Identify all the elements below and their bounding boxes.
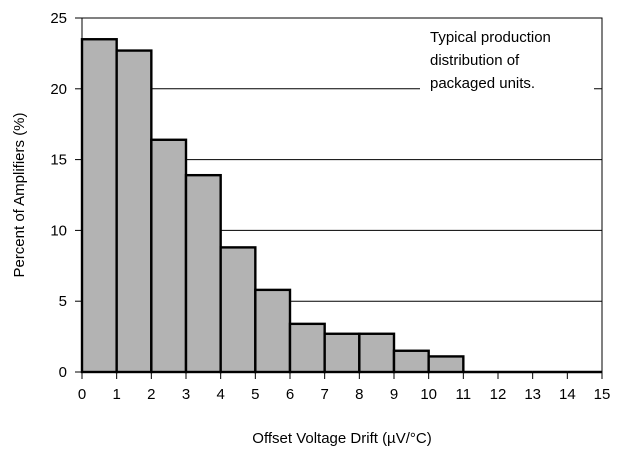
y-tick-label-0: 0 — [59, 364, 67, 381]
y-axis-ticks: 0 5 10 15 20 25 — [50, 10, 82, 381]
annotation-line-1: distribution of — [430, 52, 520, 69]
x-tick-label-10: 10 — [420, 386, 437, 403]
x-tick-label-12: 12 — [490, 386, 507, 403]
bar-8-9 — [358, 332, 396, 374]
x-tick-label-8: 8 — [355, 386, 363, 403]
x-tick-label-1: 1 — [112, 386, 120, 403]
y-tick-label-25: 25 — [50, 10, 67, 27]
bar-1-2 — [115, 49, 153, 374]
y-axis-label: Percent of Amplifiers (%) — [11, 112, 28, 277]
x-tick-label-11: 11 — [456, 386, 472, 403]
x-tick-label-14: 14 — [559, 386, 576, 403]
bar-3-4 — [184, 173, 222, 374]
bar-2-3 — [150, 138, 188, 374]
bar-0-1 — [80, 38, 118, 374]
x-tick-label-5: 5 — [251, 386, 259, 403]
bar-6-7 — [288, 322, 326, 374]
x-tick-label-15: 15 — [594, 386, 611, 403]
x-tick-label-6: 6 — [286, 386, 294, 403]
y-tick-label-20: 20 — [50, 81, 67, 98]
plot-frame — [81, 17, 603, 373]
x-tick-label-4: 4 — [216, 386, 224, 403]
y-tick-label-10: 10 — [50, 222, 67, 239]
x-axis-ticks: 0 1 2 3 4 5 6 7 8 9 10 11 12 13 14 15 — [78, 372, 611, 403]
x-tick-label-0: 0 — [78, 386, 86, 403]
bar-10-11 — [427, 355, 465, 374]
annotation-text: Typical production distribution of package… — [430, 29, 551, 92]
bar-5-6 — [254, 288, 292, 374]
annotation-line-2: packaged units. — [430, 75, 535, 92]
x-tick-label-9: 9 — [390, 386, 398, 403]
bar-7-8 — [323, 332, 361, 374]
y-tick-label-15: 15 — [50, 152, 67, 169]
annotation-line-0: Typical production — [430, 29, 551, 46]
x-tick-label-7: 7 — [320, 386, 328, 403]
bar-9-10 — [392, 349, 430, 374]
x-tick-label-3: 3 — [182, 386, 190, 403]
y-tick-label-5: 5 — [59, 293, 67, 310]
bar-4-5 — [219, 246, 257, 374]
x-axis-label: Offset Voltage Drift (µV/°C) — [252, 430, 431, 447]
annotation-background — [420, 24, 594, 100]
x-tick-label-2: 2 — [147, 386, 155, 403]
x-tick-label-13: 13 — [524, 386, 541, 403]
